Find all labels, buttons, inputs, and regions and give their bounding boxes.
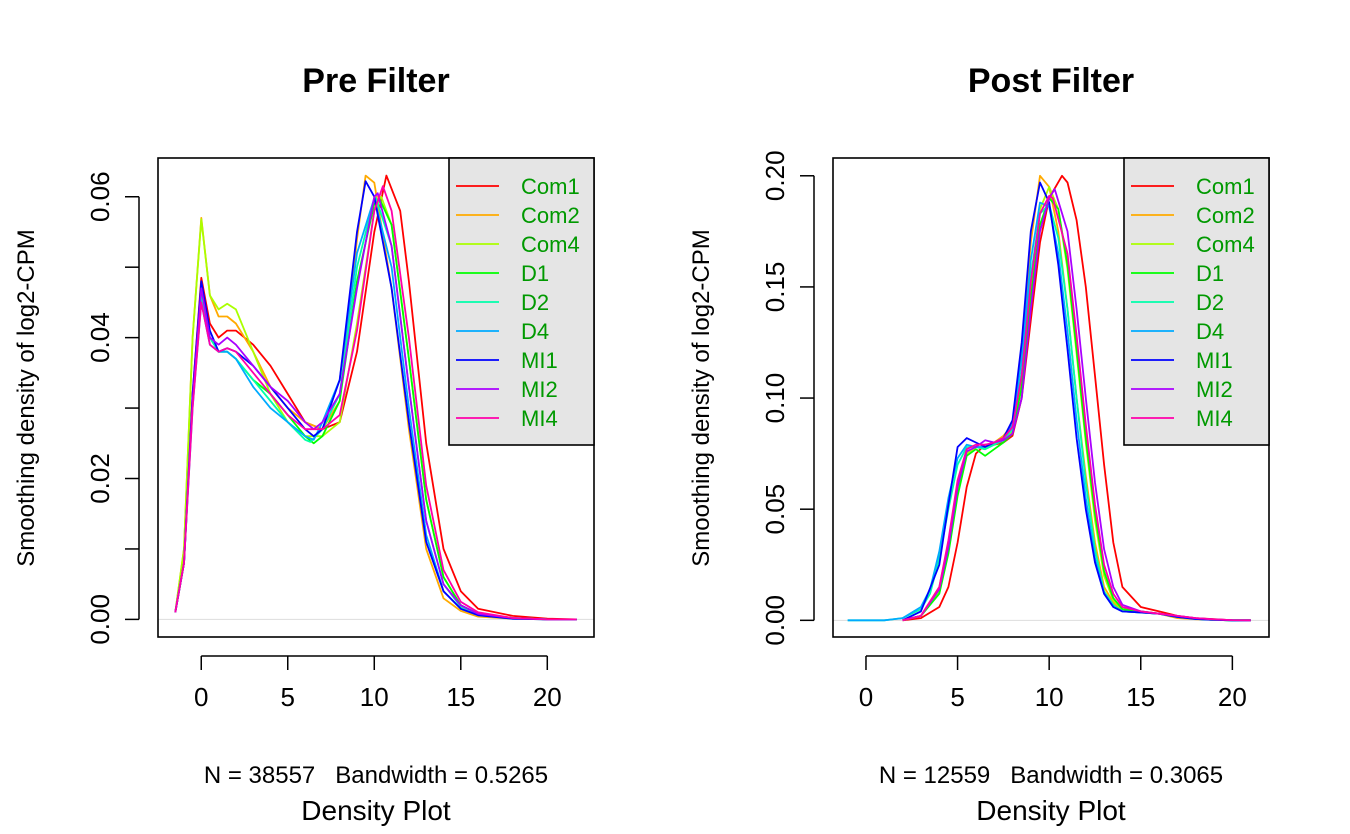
pre-filter-panel: Pre Filter Smoothing density of log2-CPM… bbox=[13, 62, 595, 826]
curve-com1 bbox=[902, 174, 1251, 622]
y-tick-label: 0.00 bbox=[760, 595, 790, 646]
x-tick-label: 0 bbox=[194, 682, 208, 712]
legend-label: Com2 bbox=[1196, 203, 1255, 228]
y-axis-label: Smoothing density of log2-CPM bbox=[688, 229, 715, 567]
x-tick-label: 0 bbox=[859, 682, 873, 712]
post-filter-panel: Post Filter Smoothing density of log2-CP… bbox=[688, 62, 1270, 826]
y-tick-label: 0.20 bbox=[760, 150, 790, 201]
legend-label: D2 bbox=[521, 290, 549, 315]
legend-label: Com1 bbox=[1196, 174, 1255, 199]
legend-label: D1 bbox=[1196, 261, 1224, 286]
y-tick-label: 0.06 bbox=[85, 171, 115, 222]
density-curves bbox=[847, 174, 1251, 622]
y-tick-label: 0.15 bbox=[760, 262, 790, 313]
legend: Com1 Com2 Com4 D1 D2 D4 MI1 MI2 MI4 bbox=[1123, 157, 1270, 446]
y-tick-label: 0.05 bbox=[760, 484, 790, 535]
x-tick-label: 5 bbox=[281, 682, 295, 712]
x-axis-label: Density Plot bbox=[301, 795, 451, 826]
legend-label: D4 bbox=[1196, 319, 1224, 344]
y-tick-label: 0.00 bbox=[85, 594, 115, 645]
axes: 0 5 10 15 20 0.00 0.02 0.04 0.06 bbox=[85, 171, 562, 712]
x-tick-label: 5 bbox=[950, 682, 964, 712]
curve-mi4 bbox=[902, 194, 1251, 622]
curve-com1 bbox=[174, 174, 577, 621]
density-curves bbox=[174, 174, 577, 621]
legend-label: Com4 bbox=[1196, 232, 1255, 257]
x-tick-label: 20 bbox=[1218, 682, 1247, 712]
n-bandwidth-label: N = 12559 Bandwidth = 0.3065 bbox=[879, 762, 1223, 789]
y-tick-label: 0.02 bbox=[85, 453, 115, 504]
legend-label: MI1 bbox=[1196, 348, 1233, 373]
legend-label: MI4 bbox=[1196, 406, 1233, 431]
legend-label: MI4 bbox=[521, 406, 558, 431]
legend-label: D2 bbox=[1196, 290, 1224, 315]
legend-label: Com2 bbox=[521, 203, 580, 228]
x-tick-label: 15 bbox=[1126, 682, 1155, 712]
x-tick-label: 15 bbox=[446, 682, 475, 712]
legend-label: Com4 bbox=[521, 232, 580, 257]
legend-label: MI2 bbox=[1196, 377, 1233, 402]
curve-mi2 bbox=[174, 192, 577, 621]
axes: 0 5 10 15 20 0.00 0.05 0.10 0.15 0.20 bbox=[760, 150, 1247, 712]
legend-label: MI1 bbox=[521, 348, 558, 373]
x-tick-label: 10 bbox=[1035, 682, 1064, 712]
y-tick-label: 0.04 bbox=[85, 312, 115, 363]
panel-title: Pre Filter bbox=[302, 62, 449, 100]
legend-label: MI2 bbox=[521, 377, 558, 402]
n-bandwidth-label: N = 38557 Bandwidth = 0.5265 bbox=[204, 762, 548, 789]
curve-mi4 bbox=[174, 185, 577, 621]
x-tick-label: 20 bbox=[533, 682, 562, 712]
legend-label: D4 bbox=[521, 319, 549, 344]
legend-label: D1 bbox=[521, 261, 549, 286]
legend-label: Com1 bbox=[521, 174, 580, 199]
y-tick-label: 0.10 bbox=[760, 373, 790, 424]
panel-title: Post Filter bbox=[968, 62, 1134, 100]
x-tick-label: 10 bbox=[360, 682, 389, 712]
y-axis-label: Smoothing density of log2-CPM bbox=[13, 229, 40, 567]
x-axis-label: Density Plot bbox=[976, 795, 1126, 826]
legend: Com1 Com2 Com4 D1 D2 D4 MI1 MI2 MI4 bbox=[448, 157, 595, 446]
